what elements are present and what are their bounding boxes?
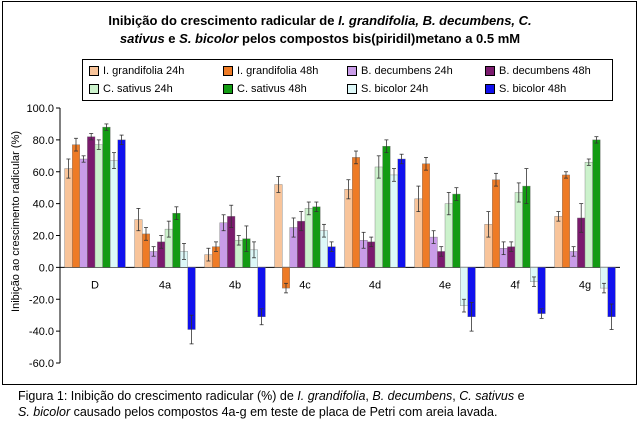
bar <box>64 168 73 268</box>
bar <box>382 146 391 268</box>
legend-label: C. sativus 48h <box>237 83 307 95</box>
caption-text-e: , <box>452 389 460 403</box>
bar <box>344 189 353 268</box>
legend-label: S. bicolor 24h <box>361 83 429 95</box>
figure-caption: Figura 1: Inibição do crescimento radicu… <box>18 388 525 420</box>
title-text-2d: pelos compostos bis(piridil)metano a 0.5… <box>238 31 521 46</box>
bar <box>390 174 399 268</box>
legend-label: I. grandifolia 24h <box>103 65 185 77</box>
chart-legend: I. grandifolia 24h I. grandifolia 48h B. d… <box>82 59 613 101</box>
x-category-label: 4d <box>369 279 381 291</box>
caption-species-b: I. grandifolia <box>297 389 366 403</box>
caption-line-1: Figura 1: Inibição do crescimento radicu… <box>18 388 525 404</box>
legend-item: B. decumbens 48h <box>485 65 591 77</box>
legend-swatch <box>347 84 357 94</box>
bar <box>94 144 103 268</box>
y-tick-label: 80.0 <box>33 135 54 147</box>
bar <box>172 212 181 268</box>
bar <box>374 166 383 268</box>
x-category-label: 4f <box>510 279 520 291</box>
y-tick-label: -20.0 <box>29 294 54 306</box>
legend-item: S. bicolor 24h <box>347 83 428 95</box>
chart-title-line-1: Inibição do crescimento radicular de I. … <box>0 13 640 28</box>
title-species-text-2c: S. bicolor <box>179 31 239 46</box>
title-text-2b: e <box>164 31 180 46</box>
caption-text-g: e <box>514 389 525 403</box>
bar <box>109 160 118 268</box>
legend-label: C. sativus 24h <box>103 83 173 95</box>
x-category-label: 4b <box>229 279 241 291</box>
legend-label: B. decumbens 24h <box>361 65 453 77</box>
bar <box>514 192 523 268</box>
caption-text-i: causado pelos compostos 4a-g em teste de… <box>70 405 498 419</box>
legend-swatch <box>89 66 99 76</box>
bar <box>274 184 283 268</box>
bar <box>492 179 501 268</box>
legend-item: S. bicolor 48h <box>485 83 566 95</box>
bar <box>584 161 593 268</box>
caption-species-f: C. sativus <box>459 389 515 403</box>
y-tick-label: 60.0 <box>33 167 54 179</box>
caption-text-c: , <box>365 389 373 403</box>
y-tick-label: 20.0 <box>33 231 54 243</box>
legend-item: C. sativus 24h <box>89 83 173 95</box>
bar <box>452 193 461 268</box>
legend-item: I. grandifolia 48h <box>223 65 318 77</box>
title-text-1a: Inibição do crescimento radicular de <box>108 13 339 28</box>
title-species-text-1b: I. grandifolia, B. decumbens, C. <box>338 13 532 28</box>
caption-text-a: Figura 1: Inibição do crescimento radicu… <box>18 389 298 403</box>
y-axis-label: Inibição ao crescimento radicular (%) <box>10 131 22 312</box>
bar <box>304 208 313 268</box>
x-category-label: 4c <box>299 279 311 291</box>
bar <box>562 174 571 268</box>
bar <box>537 267 546 314</box>
y-tick-label: 100.0 <box>26 103 54 115</box>
legend-item: I. grandifolia 24h <box>89 65 184 77</box>
bar <box>71 144 80 268</box>
legend-swatch <box>223 84 233 94</box>
y-tick-label: -40.0 <box>29 326 54 338</box>
legend-label: I. grandifolia 48h <box>237 65 319 77</box>
legend-swatch <box>485 66 495 76</box>
x-category-label: D <box>91 279 99 291</box>
legend-swatch <box>485 84 495 94</box>
bar <box>79 158 88 268</box>
legend-swatch <box>347 66 357 76</box>
bar <box>592 139 601 268</box>
legend-swatch <box>223 66 233 76</box>
bar <box>397 158 406 268</box>
bar <box>117 139 126 268</box>
y-tick-label: 0.0 <box>39 262 54 274</box>
y-tick-label: -60.0 <box>29 358 54 370</box>
x-category-label: 4e <box>439 279 451 291</box>
x-category-label: 4a <box>159 279 172 291</box>
bar <box>554 216 563 268</box>
chart-title-line-2: sativus e S. bicolor pelos compostos bis… <box>0 31 640 46</box>
bar <box>102 126 111 268</box>
title-species-text-2a: sativus <box>119 31 165 46</box>
caption-line-2: S. bicolor causado pelos compostos 4a-g … <box>18 404 525 420</box>
legend-item: B. decumbens 24h <box>347 65 453 77</box>
legend-swatch <box>89 84 99 94</box>
y-tick-label: 40.0 <box>33 199 54 211</box>
caption-species-h: S. bicolor <box>18 405 71 419</box>
caption-species-d: B. decumbens <box>372 389 453 403</box>
legend-label: S. bicolor 48h <box>499 83 567 95</box>
x-category-label: 4g <box>579 279 591 291</box>
bar <box>87 136 96 268</box>
bar <box>352 157 361 268</box>
legend-label: B. decumbens 48h <box>499 65 591 77</box>
bar <box>422 163 431 268</box>
bar <box>312 206 321 268</box>
legend-item: C. sativus 48h <box>223 83 307 95</box>
